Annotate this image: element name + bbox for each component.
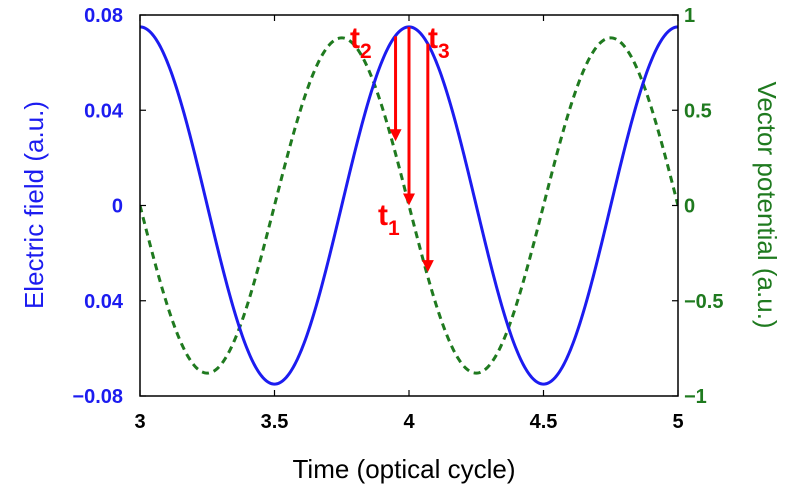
x-tick-label: 4.5 xyxy=(530,411,558,433)
annotation-arrow-head xyxy=(421,260,434,273)
x-tick-label: 5 xyxy=(672,411,683,433)
annotation-arrow-head xyxy=(389,129,402,142)
right-tick-label: −0.5 xyxy=(684,291,723,313)
left-tick-label: 0.04 xyxy=(84,291,124,313)
annotation-arrow-head xyxy=(403,193,415,206)
right-tick-label: 1 xyxy=(684,5,695,27)
right-tick-label: −1 xyxy=(684,386,707,408)
left-axis-ticks: 0.08 0.04 0 0.04 −0.08 xyxy=(72,5,146,408)
right-tick-label: 0.5 xyxy=(684,100,712,122)
left-tick-label: 0.04 xyxy=(84,100,124,122)
annotation-t3: t3 xyxy=(428,22,450,63)
vector-potential-series xyxy=(140,36,678,375)
x-tick-label: 3.5 xyxy=(261,411,289,433)
left-axis-title: Electric field (a.u.) xyxy=(19,101,49,309)
left-tick-label: 0 xyxy=(112,196,123,218)
right-tick-label: 0 xyxy=(684,196,695,218)
x-tick-label: 4 xyxy=(403,411,415,433)
left-tick-label: 0.08 xyxy=(84,5,123,27)
x-tick-label: 3 xyxy=(134,411,145,433)
annotation-t2: t2 xyxy=(350,22,372,63)
right-axis-ticks: 1 0.5 0 −0.5 −1 xyxy=(672,5,723,408)
x-axis-title: Time (optical cycle) xyxy=(293,454,516,484)
left-tick-label: −0.08 xyxy=(72,386,123,408)
right-axis-title: Vector potential (a.u.) xyxy=(752,81,782,328)
annotation-arrows xyxy=(389,26,434,273)
annotation-t1: t1 xyxy=(378,199,400,240)
x-axis-ticks: 3 3.5 4 4.5 5 xyxy=(134,15,684,433)
